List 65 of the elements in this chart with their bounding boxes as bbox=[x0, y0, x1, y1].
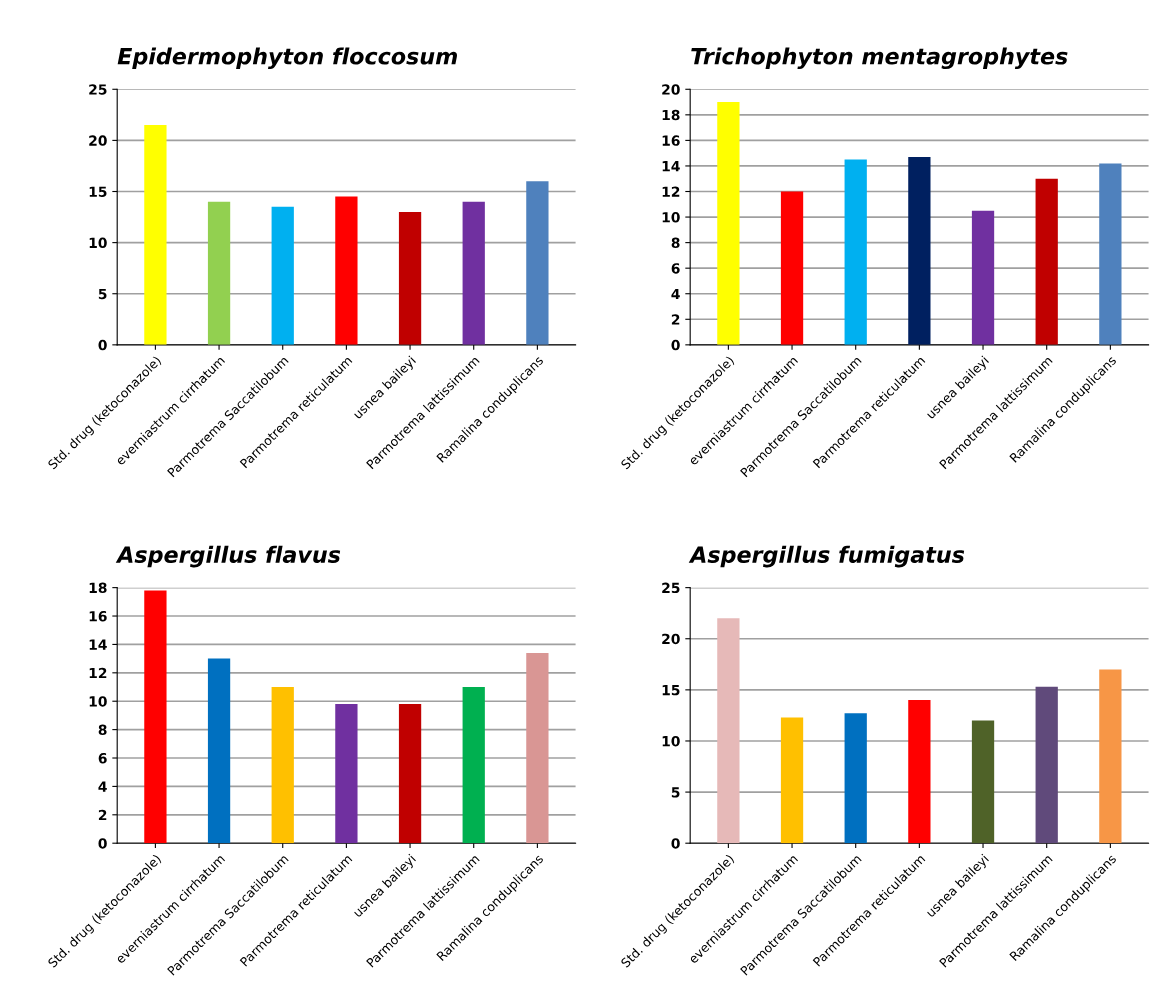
bar bbox=[971, 720, 995, 844]
y-tick-label: 10 bbox=[89, 237, 107, 249]
bar bbox=[844, 159, 867, 345]
bar bbox=[398, 211, 422, 345]
bar bbox=[1099, 669, 1122, 844]
y-tick-label: 15 bbox=[662, 685, 680, 696]
bar bbox=[780, 191, 804, 345]
y-tick-label: 4 bbox=[671, 288, 680, 300]
bar bbox=[398, 704, 422, 844]
y-tick-label: 18 bbox=[662, 109, 680, 121]
bar bbox=[717, 618, 740, 844]
y-tick-label: 25 bbox=[662, 582, 680, 594]
y-tick-label: 2 bbox=[671, 314, 680, 325]
bar bbox=[335, 196, 358, 345]
bar bbox=[908, 700, 931, 844]
bar bbox=[144, 125, 167, 345]
bar bbox=[462, 201, 485, 345]
bar bbox=[717, 102, 740, 345]
y-tick-label: 6 bbox=[671, 263, 680, 274]
y-tick-label: 0 bbox=[98, 838, 107, 849]
y-tick-label: 15 bbox=[89, 186, 107, 197]
bar bbox=[271, 206, 294, 345]
y-tick-label: 6 bbox=[98, 752, 107, 764]
y-tick-label: 25 bbox=[89, 84, 107, 95]
y-tick-label: 5 bbox=[671, 787, 680, 798]
y-tick-label: 16 bbox=[662, 135, 680, 146]
chart-title: Aspergillus flavus bbox=[115, 545, 341, 568]
y-tick-label: 16 bbox=[89, 611, 107, 622]
bar bbox=[271, 687, 294, 844]
bar bbox=[462, 687, 485, 844]
bar bbox=[971, 210, 995, 345]
bar bbox=[908, 157, 931, 345]
chart-title: Aspergillus fumigatus bbox=[688, 545, 965, 568]
y-tick-label: 14 bbox=[662, 161, 680, 172]
y-tick-label: 12 bbox=[662, 186, 680, 197]
y-tick-label: 10 bbox=[662, 735, 680, 747]
y-tick-label: 10 bbox=[662, 212, 680, 223]
y-tick-label: 20 bbox=[662, 84, 680, 95]
bar bbox=[526, 652, 549, 844]
bar bbox=[844, 713, 867, 844]
y-tick-label: 12 bbox=[89, 667, 107, 679]
y-tick-label: 14 bbox=[89, 639, 107, 650]
y-tick-label: 20 bbox=[662, 633, 680, 645]
bar bbox=[207, 658, 231, 844]
bar bbox=[1035, 686, 1058, 844]
y-tick-label: 10 bbox=[89, 696, 107, 707]
y-tick-label: 8 bbox=[671, 237, 680, 249]
y-tick-label: 0 bbox=[671, 339, 680, 351]
bar bbox=[1035, 178, 1058, 345]
bar bbox=[526, 181, 549, 345]
y-tick-label: 0 bbox=[98, 339, 107, 351]
chart-title: Epidermophyton floccosum bbox=[117, 47, 457, 70]
y-tick-label: 5 bbox=[98, 288, 107, 300]
y-tick-label: 2 bbox=[98, 809, 107, 821]
chart-title: Trichophyton mentagrophytes bbox=[691, 47, 1068, 70]
y-tick-label: 18 bbox=[89, 582, 107, 594]
y-tick-label: 20 bbox=[89, 135, 107, 146]
y-tick-label: 4 bbox=[98, 781, 107, 792]
bar bbox=[207, 201, 231, 345]
bar bbox=[1099, 163, 1122, 345]
bar bbox=[144, 590, 167, 844]
bar bbox=[780, 717, 804, 844]
y-tick-label: 0 bbox=[671, 838, 680, 849]
y-tick-label: 8 bbox=[98, 724, 107, 736]
bar bbox=[335, 704, 358, 844]
